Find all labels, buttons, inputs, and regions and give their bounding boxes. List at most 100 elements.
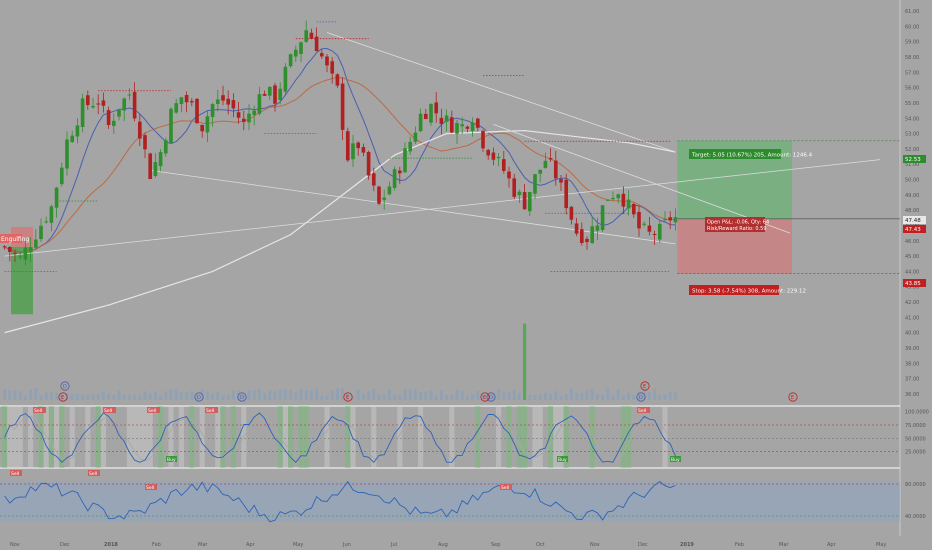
candle-body[interactable] [85, 95, 90, 106]
candle-body[interactable] [13, 252, 17, 254]
candle-body[interactable] [382, 197, 387, 200]
candle-body[interactable] [132, 91, 137, 119]
candle-body[interactable] [351, 143, 355, 160]
candle-body[interactable] [449, 117, 454, 133]
candle-body[interactable] [377, 186, 381, 204]
candle-body[interactable] [429, 104, 433, 123]
candle-body[interactable] [314, 36, 319, 52]
candle-body[interactable] [247, 113, 251, 123]
candle-body[interactable] [18, 256, 23, 258]
candle-body[interactable] [579, 229, 584, 244]
candle-body[interactable] [127, 94, 132, 96]
candle-body[interactable] [158, 152, 163, 167]
candle-body[interactable] [668, 217, 673, 221]
candle-body[interactable] [262, 93, 267, 96]
candle-body[interactable] [590, 226, 595, 244]
candle-body[interactable] [319, 53, 324, 57]
candle-body[interactable] [210, 104, 215, 117]
candle-body[interactable] [252, 110, 257, 115]
candle-body[interactable] [501, 159, 506, 171]
candle-body[interactable] [626, 199, 631, 209]
candle-body[interactable] [205, 116, 210, 133]
candle-body[interactable] [486, 149, 491, 156]
candle-body[interactable] [54, 187, 59, 208]
candle-body[interactable] [527, 191, 532, 212]
candle-body[interactable] [559, 179, 563, 183]
candle-body[interactable] [299, 42, 303, 54]
candle-body[interactable] [465, 126, 470, 129]
candle-body[interactable] [517, 191, 522, 196]
candle-body[interactable] [397, 170, 402, 174]
candle-body[interactable] [652, 234, 657, 236]
candle-body[interactable] [403, 148, 407, 173]
candle-body[interactable] [673, 217, 678, 223]
candle-body[interactable] [600, 205, 605, 231]
candle-body[interactable] [28, 247, 33, 252]
candle-body[interactable] [616, 194, 621, 199]
candle-body[interactable] [122, 98, 127, 111]
candle-body[interactable] [195, 98, 199, 124]
candle-body[interactable] [335, 74, 340, 86]
candle-body[interactable] [221, 95, 225, 101]
candle-body[interactable] [423, 113, 428, 120]
candle-body[interactable] [418, 113, 423, 132]
candle-body[interactable] [200, 124, 205, 132]
candle-body[interactable] [533, 174, 537, 194]
candle-body[interactable] [293, 49, 298, 57]
candle-body[interactable] [174, 103, 179, 113]
candle-body[interactable] [543, 160, 548, 168]
candle-body[interactable] [241, 118, 246, 122]
candle-body[interactable] [283, 66, 288, 92]
candle-body[interactable] [91, 105, 95, 108]
candle-body[interactable] [59, 167, 64, 185]
candle-body[interactable] [169, 108, 173, 144]
candle-body[interactable] [340, 83, 345, 130]
candle-body[interactable] [23, 247, 28, 260]
candle-body[interactable] [163, 140, 168, 154]
candle-body[interactable] [408, 141, 413, 152]
candle-body[interactable] [595, 225, 600, 231]
candle-body[interactable] [330, 61, 335, 74]
candle-body[interactable] [647, 225, 652, 232]
candle-body[interactable] [39, 225, 43, 240]
candle-body[interactable] [304, 30, 309, 42]
candle-body[interactable] [585, 238, 589, 243]
candle-body[interactable] [231, 100, 236, 109]
candle-body[interactable] [621, 193, 626, 207]
candle-body[interactable] [65, 139, 69, 169]
candle-body[interactable] [366, 152, 371, 176]
candle-body[interactable] [569, 206, 574, 220]
candle-body[interactable] [657, 224, 662, 240]
candle-body[interactable] [179, 97, 184, 104]
candle-body[interactable] [439, 117, 444, 124]
candle-body[interactable] [553, 160, 558, 179]
candle-body[interactable] [642, 223, 647, 225]
candle-body[interactable] [325, 56, 329, 66]
candle-body[interactable] [7, 247, 12, 252]
candle-body[interactable] [33, 239, 38, 248]
candle-body[interactable] [273, 85, 277, 104]
candle-body[interactable] [101, 100, 106, 106]
candle-body[interactable] [153, 162, 158, 176]
candle-body[interactable] [309, 32, 314, 39]
candle-body[interactable] [70, 135, 75, 143]
candle-body[interactable] [137, 121, 142, 139]
candle-body[interactable] [356, 142, 361, 149]
candle-body[interactable] [96, 103, 101, 105]
candle-body[interactable] [444, 115, 449, 122]
candle-body[interactable] [278, 88, 283, 100]
candle-body[interactable] [455, 122, 459, 134]
candle-body[interactable] [236, 112, 241, 118]
candle-body[interactable] [111, 120, 116, 127]
candle-body[interactable] [2, 246, 7, 248]
candle-body[interactable] [637, 211, 641, 229]
candle-body[interactable] [434, 102, 439, 114]
candle-body[interactable] [184, 95, 189, 103]
candle-body[interactable] [226, 98, 231, 105]
candle-body[interactable] [189, 100, 194, 103]
candle-body[interactable] [522, 192, 527, 210]
candle-body[interactable] [413, 132, 418, 142]
candle-body[interactable] [288, 54, 293, 67]
candle-body[interactable] [143, 135, 147, 150]
candle-body[interactable] [475, 118, 480, 128]
